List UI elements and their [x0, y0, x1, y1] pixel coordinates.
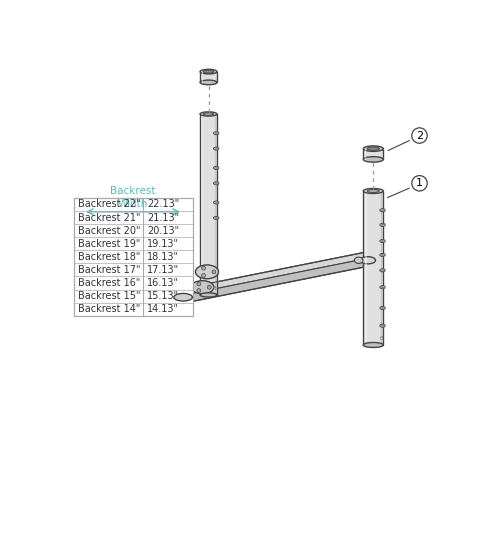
Ellipse shape: [214, 167, 218, 169]
Ellipse shape: [214, 201, 218, 204]
Ellipse shape: [381, 254, 384, 256]
Ellipse shape: [214, 147, 219, 150]
Circle shape: [197, 289, 201, 293]
Text: 16.13": 16.13": [147, 278, 179, 288]
Circle shape: [208, 285, 211, 289]
Text: 19.13": 19.13": [147, 238, 179, 249]
Ellipse shape: [380, 209, 385, 212]
Text: 20.13": 20.13": [147, 226, 179, 236]
Text: 21.13": 21.13": [147, 213, 179, 222]
Text: B: B: [379, 336, 383, 341]
Ellipse shape: [204, 70, 214, 73]
Ellipse shape: [364, 146, 384, 151]
Circle shape: [212, 270, 216, 274]
Ellipse shape: [214, 148, 218, 150]
Ellipse shape: [214, 182, 219, 185]
Polygon shape: [182, 252, 367, 295]
Ellipse shape: [381, 325, 384, 327]
Circle shape: [202, 274, 205, 278]
Ellipse shape: [364, 188, 384, 194]
Circle shape: [412, 176, 427, 191]
Text: Backrest 17": Backrest 17": [78, 265, 140, 275]
Ellipse shape: [79, 224, 87, 227]
FancyBboxPatch shape: [179, 226, 188, 257]
Ellipse shape: [381, 269, 384, 271]
Text: Backrest 20": Backrest 20": [78, 226, 140, 236]
Text: Backrest 21": Backrest 21": [78, 213, 140, 222]
Ellipse shape: [368, 189, 380, 193]
Ellipse shape: [79, 252, 87, 261]
Ellipse shape: [354, 257, 363, 263]
Text: Backrest 18": Backrest 18": [78, 252, 140, 262]
Ellipse shape: [214, 216, 219, 220]
Ellipse shape: [381, 286, 384, 288]
Ellipse shape: [380, 269, 385, 272]
Ellipse shape: [360, 257, 376, 264]
Text: 14.13": 14.13": [147, 304, 179, 314]
Ellipse shape: [380, 306, 385, 310]
Ellipse shape: [214, 132, 218, 134]
FancyBboxPatch shape: [79, 226, 87, 257]
Ellipse shape: [380, 324, 385, 327]
Ellipse shape: [200, 112, 217, 116]
Text: Backrest 22": Backrest 22": [78, 199, 140, 209]
Text: 2: 2: [416, 130, 423, 141]
Circle shape: [197, 282, 201, 286]
Ellipse shape: [381, 209, 384, 211]
Circle shape: [412, 128, 427, 143]
Bar: [364, 148, 384, 160]
Ellipse shape: [174, 294, 193, 301]
Ellipse shape: [214, 217, 218, 219]
FancyBboxPatch shape: [364, 191, 384, 345]
Text: Backrest 14": Backrest 14": [78, 304, 140, 314]
Ellipse shape: [191, 280, 214, 294]
Bar: [200, 72, 217, 82]
Ellipse shape: [364, 157, 384, 162]
Ellipse shape: [380, 286, 385, 289]
Ellipse shape: [380, 224, 385, 226]
Ellipse shape: [181, 225, 186, 226]
Ellipse shape: [196, 265, 218, 279]
Text: 17.13": 17.13": [147, 265, 179, 275]
Ellipse shape: [200, 70, 217, 74]
Ellipse shape: [179, 252, 188, 261]
FancyBboxPatch shape: [74, 198, 193, 316]
Text: Backrest
Width: Backrest Width: [110, 186, 156, 209]
Ellipse shape: [204, 113, 214, 115]
Ellipse shape: [200, 293, 217, 297]
Text: 1: 1: [416, 178, 423, 188]
Ellipse shape: [200, 80, 217, 85]
Text: 18.13": 18.13": [147, 252, 179, 262]
Text: Backrest 19": Backrest 19": [78, 238, 140, 249]
Text: B: B: [213, 286, 216, 291]
Circle shape: [202, 266, 205, 270]
Ellipse shape: [381, 307, 384, 309]
Ellipse shape: [214, 201, 219, 204]
Text: 15.13": 15.13": [147, 291, 179, 301]
Text: 22.13": 22.13": [147, 199, 179, 209]
Ellipse shape: [214, 132, 219, 135]
Ellipse shape: [179, 224, 188, 227]
Polygon shape: [182, 258, 369, 303]
FancyBboxPatch shape: [200, 114, 217, 295]
Ellipse shape: [367, 147, 380, 150]
Ellipse shape: [214, 182, 218, 184]
FancyBboxPatch shape: [79, 263, 188, 271]
Text: Backrest 15": Backrest 15": [78, 291, 140, 301]
Ellipse shape: [380, 253, 385, 257]
Ellipse shape: [214, 166, 219, 169]
Text: Backrest 16": Backrest 16": [78, 278, 140, 288]
Ellipse shape: [381, 240, 384, 242]
Ellipse shape: [80, 225, 86, 226]
Ellipse shape: [381, 224, 384, 226]
Ellipse shape: [380, 240, 385, 242]
Ellipse shape: [364, 342, 384, 347]
